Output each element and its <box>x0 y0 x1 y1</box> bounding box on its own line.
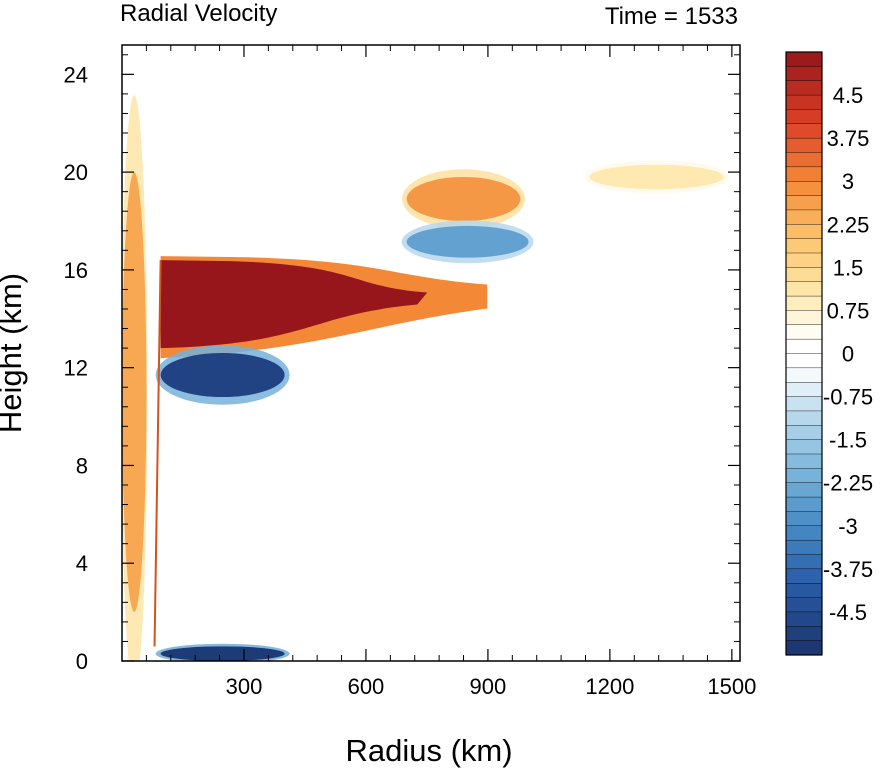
colorbar-swatch <box>785 295 823 311</box>
y-tick-label: 24 <box>64 62 88 87</box>
colorbar-swatch <box>785 539 823 556</box>
colorbar-label: -3.75 <box>823 557 873 582</box>
colorbar-swatch <box>785 453 823 469</box>
colorbar-swatch <box>785 109 823 125</box>
colorbar-label: -4.5 <box>829 600 867 625</box>
y-tick-label: 4 <box>76 551 88 576</box>
contour-core <box>160 353 285 397</box>
plot-area: 300 600 900 1200 1500 0 4 8 12 16 20 24 <box>64 44 756 699</box>
colorbar-swatch <box>785 281 823 297</box>
colorbar-swatch <box>785 626 823 642</box>
colorbar-swatch <box>785 238 823 254</box>
colorbar-swatch <box>785 496 823 512</box>
y-tick-label: 8 <box>76 453 88 478</box>
colorbar-swatch <box>785 166 823 182</box>
colorbar-label: -2.25 <box>823 471 873 496</box>
colorbar-swatch <box>785 252 823 268</box>
y-tick-label: 20 <box>64 160 88 185</box>
colorbar-label: 0.75 <box>827 298 870 323</box>
x-tick-label: 600 <box>348 674 385 699</box>
contour-core <box>406 225 529 258</box>
colorbar-swatch <box>785 554 823 570</box>
colorbar-swatch <box>785 338 823 354</box>
contour-core <box>122 172 147 613</box>
colorbar-swatch <box>785 583 823 599</box>
colorbar-swatch <box>785 468 823 484</box>
colorbar-swatch <box>785 137 823 153</box>
colorbar-swatch <box>785 310 823 326</box>
colorbar-label: 3 <box>842 169 854 194</box>
plot-frame <box>121 44 741 662</box>
colorbar: 4.5 3.75 3 2.25 1.5 0.75 0 -0.75 -1.5 -2.25 -3 -3.7… <box>785 51 873 656</box>
colorbar-label: -0.75 <box>823 385 873 410</box>
colorbar-swatch <box>785 439 823 455</box>
eyewall-line <box>153 260 162 647</box>
contour-core <box>406 177 521 221</box>
contour-fill <box>122 95 730 661</box>
colorbar-label: 2.25 <box>827 212 870 237</box>
colorbar-label: 0 <box>842 342 854 367</box>
y-tick-label: 0 <box>76 649 88 674</box>
colorbar-swatch <box>785 195 823 211</box>
y-tick-label: 16 <box>64 258 88 283</box>
colorbar-swatch <box>785 209 823 225</box>
colorbar-swatch <box>785 123 823 139</box>
y-tick-label: 12 <box>64 356 88 381</box>
chart-title: Radial Velocity <box>120 0 277 27</box>
colorbar-swatch <box>785 181 823 197</box>
x-tick-label: 1500 <box>707 674 756 699</box>
colorbar-swatch <box>785 611 823 627</box>
colorbar-swatch <box>785 511 823 527</box>
colorbar-swatch <box>785 324 823 340</box>
colorbar-swatch <box>785 525 823 541</box>
colorbar-swatch <box>785 482 823 498</box>
colorbar-swatch <box>785 66 823 82</box>
colorbar-label: 1.5 <box>833 255 864 280</box>
colorbar-label: 3.75 <box>827 126 870 151</box>
colorbar-swatch <box>785 51 823 67</box>
x-axis: 300 600 900 1200 1500 <box>121 45 756 699</box>
x-tick-label: 900 <box>470 674 507 699</box>
colorbar-swatch <box>785 597 823 613</box>
x-tick-label: 300 <box>226 674 263 699</box>
colorbar-swatch <box>785 568 823 584</box>
x-tick-label: 1200 <box>585 674 634 699</box>
contour-core <box>589 164 724 190</box>
colorbar-swatch <box>785 367 823 383</box>
colorbar-label: -3 <box>838 514 858 539</box>
colorbar-swatch <box>785 152 823 168</box>
colorbar-swatch <box>785 224 823 240</box>
colorbar-swatch <box>785 94 823 110</box>
time-label: Time = 1533 <box>605 3 738 30</box>
colorbar-swatch <box>785 382 823 398</box>
colorbar-swatch <box>785 410 823 426</box>
colorbar-frame <box>785 51 823 656</box>
colorbar-swatch <box>785 396 823 412</box>
y-axis: 0 4 8 12 16 20 24 <box>64 54 740 674</box>
colorbar-swatch <box>785 353 823 369</box>
x-axis-label: Radius (km) <box>345 733 512 768</box>
outflow-jet-core <box>160 260 428 349</box>
contour-core <box>160 646 285 661</box>
colorbar-label: 4.5 <box>833 83 864 108</box>
colorbar-swatch <box>785 80 823 96</box>
y-axis-label: Height (km) <box>0 273 28 433</box>
colorbar-swatch <box>785 640 823 656</box>
colorbar-label: -1.5 <box>829 428 867 453</box>
colorbar-swatch <box>785 267 823 283</box>
colorbar-swatch <box>785 425 823 441</box>
